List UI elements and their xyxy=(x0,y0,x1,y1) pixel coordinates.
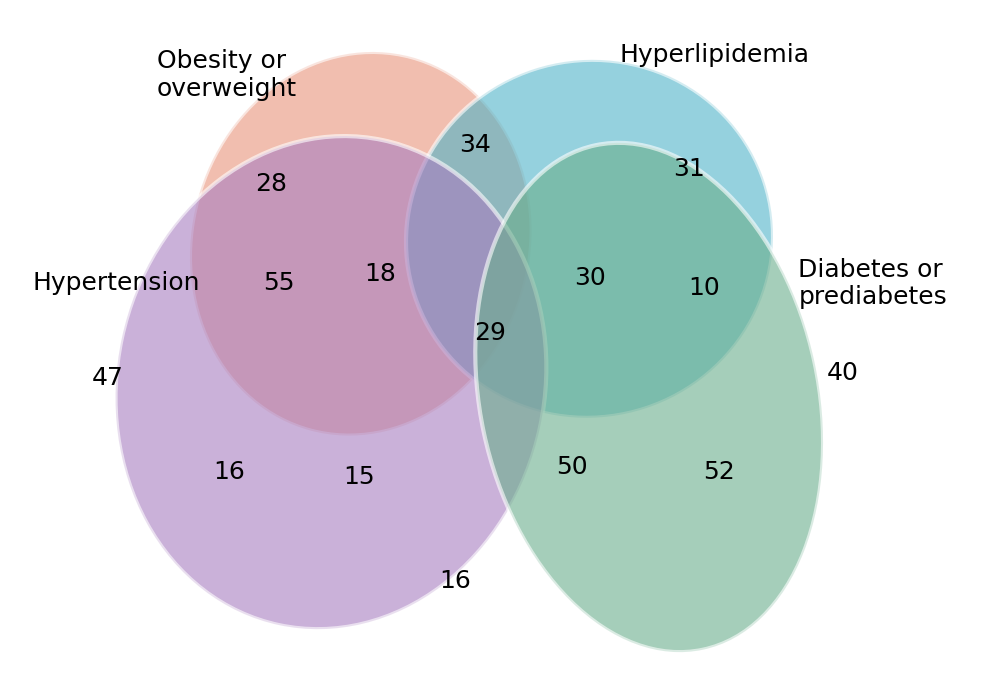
Ellipse shape xyxy=(190,52,532,435)
Text: 16: 16 xyxy=(439,569,471,593)
Text: Hyperlipidemia: Hyperlipidemia xyxy=(619,43,809,67)
Text: 34: 34 xyxy=(459,133,491,157)
Text: 47: 47 xyxy=(91,365,123,390)
Text: 29: 29 xyxy=(474,321,506,345)
Text: Obesity or
overweight: Obesity or overweight xyxy=(157,49,297,101)
Text: 30: 30 xyxy=(574,267,605,291)
Ellipse shape xyxy=(475,143,823,652)
Ellipse shape xyxy=(406,60,773,418)
Text: 52: 52 xyxy=(703,460,735,484)
Text: Hypertension: Hypertension xyxy=(33,271,200,295)
Text: 28: 28 xyxy=(255,172,287,197)
Ellipse shape xyxy=(116,136,546,629)
Text: Diabetes or
prediabetes: Diabetes or prediabetes xyxy=(798,258,947,310)
Text: 40: 40 xyxy=(827,361,859,385)
Text: 18: 18 xyxy=(365,262,397,285)
Text: 10: 10 xyxy=(688,277,720,300)
Text: 31: 31 xyxy=(673,157,705,182)
Text: 16: 16 xyxy=(214,460,245,484)
Text: 15: 15 xyxy=(343,465,375,489)
Text: 50: 50 xyxy=(556,455,587,479)
Text: 55: 55 xyxy=(263,271,295,295)
